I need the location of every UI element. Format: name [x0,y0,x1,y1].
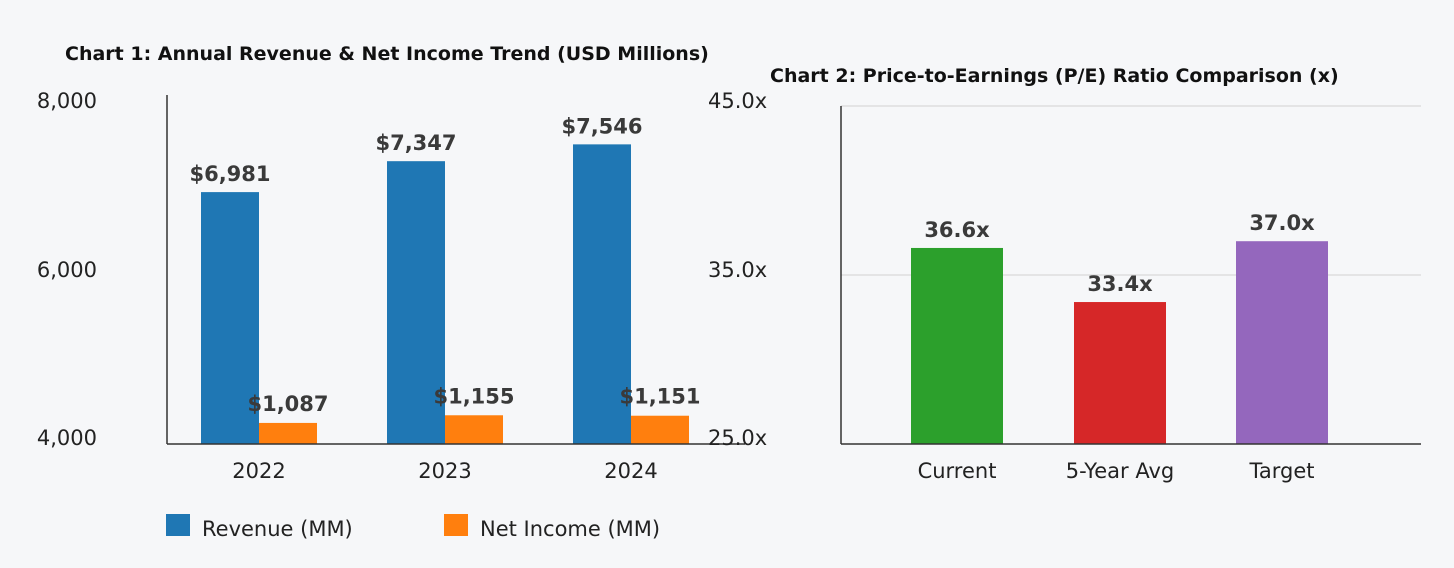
chart-1-ytick-4000: 4,000 [37,426,97,450]
legend-swatch-revenue [166,514,190,536]
net-income-bar-2022 [259,422,317,444]
legend-label-net-income: Net Income (MM) [480,517,660,541]
revenue-label-2023: $7,347 [375,131,456,155]
chart-1-ytick-6000: 6,000 [37,258,97,282]
revenue-label-2024: $7,546 [561,114,642,138]
pe-label-target: 37.0x [1249,211,1315,235]
pe-bar-target [1236,241,1328,444]
chart-1-bars: $6,981 $1,087 $7,347 $1,155 $7,546 $1,151 [189,114,701,444]
chart-1-title: Chart 1: Annual Revenue & Net Income Tre… [65,43,709,65]
chart-2: Chart 2: Price-to-Earnings (P/E) Ratio C… [770,65,1421,483]
chart-1-legend: Revenue (MM) Net Income (MM) [166,514,660,541]
chart-1-xtick-2022: 2022 [232,459,285,483]
legend-swatch-net-income [444,514,468,536]
revenue-label-2022: $6,981 [189,162,270,186]
chart-2-xtick-target: Target [1249,459,1315,483]
legend-label-revenue: Revenue (MM) [202,517,353,541]
chart-1-y2tick-35: 35.0x [708,258,767,282]
net-income-bar-2023 [445,415,503,444]
net-income-label-2023: $1,155 [433,384,514,408]
chart-1-y2tick-25: 25.0x [708,426,767,450]
chart-2-title: Chart 2: Price-to-Earnings (P/E) Ratio C… [770,65,1339,87]
pe-label-5-year-avg: 33.4x [1087,272,1153,296]
net-income-label-2022: $1,087 [247,392,328,416]
chart-2-xtick-5-year-avg: 5-Year Avg [1066,459,1174,483]
chart-1: Chart 1: Annual Revenue & Net Income Tre… [37,43,767,541]
chart-2-bars: 36.6x 33.4x 37.0x [911,211,1328,444]
revenue-bar-2024 [573,144,631,444]
chart-1-xtick-2024: 2024 [604,459,657,483]
revenue-bar-2022 [201,192,259,444]
chart-1-y2tick-45: 45.0x [708,89,767,113]
pe-label-current: 36.6x [924,218,990,242]
net-income-bar-2024 [631,415,689,444]
chart-1-xtick-2023: 2023 [418,459,471,483]
chart-1-ytick-8000: 8,000 [37,89,97,113]
pe-bar-5-year-avg [1074,302,1166,444]
revenue-bar-2023 [387,161,445,444]
net-income-label-2024: $1,151 [619,385,700,409]
chart-2-xtick-current: Current [918,459,997,483]
pe-bar-current [911,247,1003,444]
